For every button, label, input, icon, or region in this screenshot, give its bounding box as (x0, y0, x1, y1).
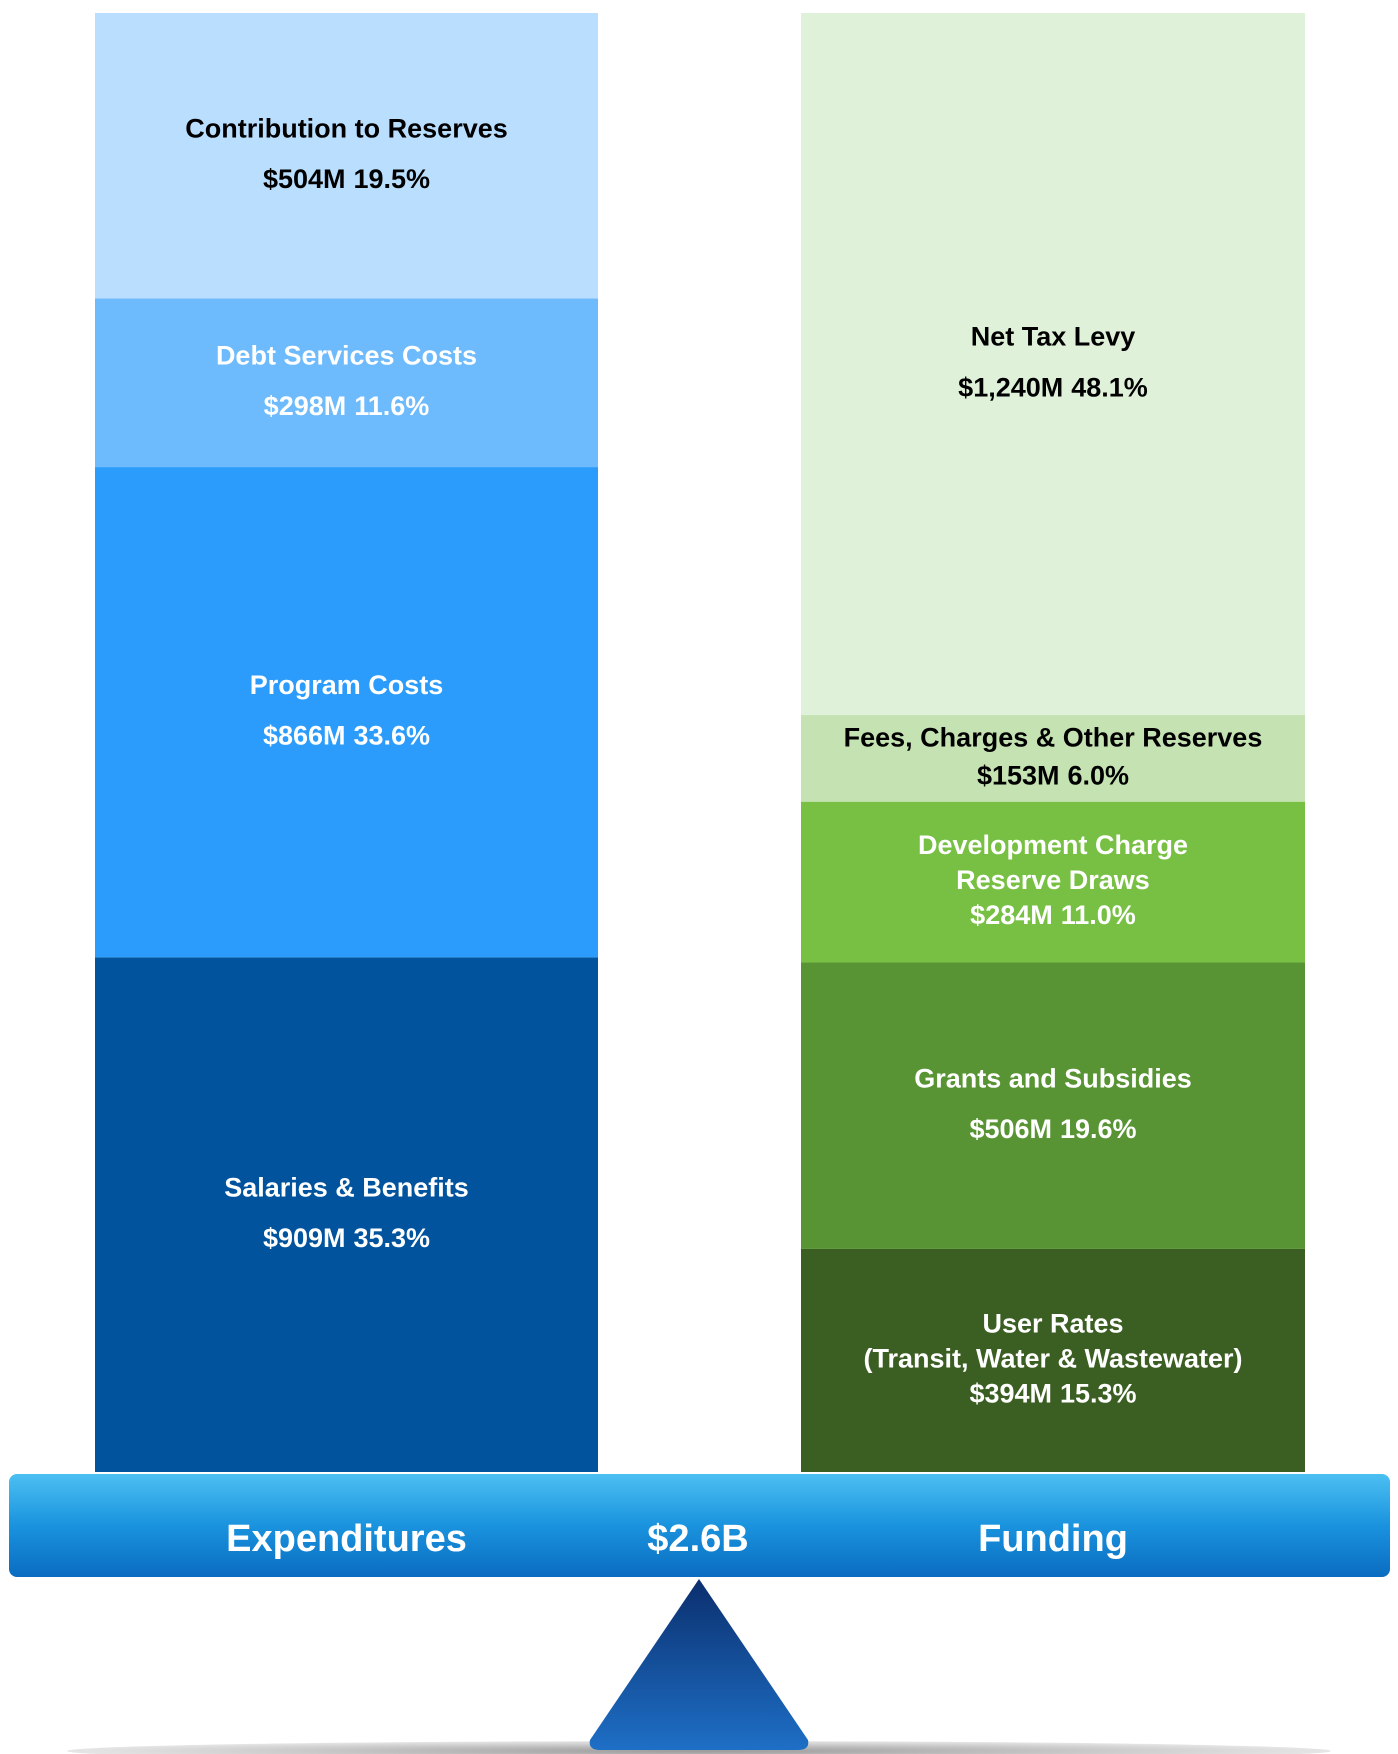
stack-label: Expenditures (226, 1518, 467, 1560)
bar-segment (95, 467, 598, 957)
percent-label: 11.0% (1061, 900, 1136, 930)
percent-label: 33.6% (354, 721, 431, 751)
segment-name: Development Charge (918, 830, 1188, 860)
segment-name: (Transit, Water & Wastewater) (863, 1344, 1242, 1374)
percent-label: 6.0% (1068, 760, 1130, 790)
segment-name: User Rates (982, 1309, 1123, 1339)
total-label: $2.6B (647, 1518, 748, 1560)
chart: Salaries & Benefits $909M 35.3% Program Cos… (0, 0, 1398, 1754)
segment-name: Salaries & Benefits (224, 1172, 469, 1202)
percent-label: 35.3% (354, 1223, 431, 1253)
percent-label: 19.6% (1060, 1114, 1137, 1144)
segment-name: Contribution to Reserves (185, 113, 508, 143)
segment-value: $1,240M 48.1% (958, 373, 1148, 403)
value-label: $909M (263, 1223, 346, 1253)
value-label: $866M (263, 721, 346, 751)
percent-label: 15.3% (1060, 1379, 1137, 1409)
segment-value: $153M 6.0% (977, 760, 1129, 790)
segment-name: Net Tax Levy (971, 322, 1136, 352)
value-label: $506M (969, 1114, 1052, 1144)
segment-name: Reserve Draws (956, 865, 1150, 895)
value-label: $284M (970, 900, 1053, 930)
segment-name: Program Costs (250, 670, 444, 700)
percent-label: 48.1% (1071, 373, 1148, 403)
bar-segment (95, 298, 598, 467)
value-label: $153M (977, 760, 1060, 790)
bar-segment (801, 13, 1305, 715)
percent-label: 11.6% (354, 391, 429, 421)
stack-label: Funding (978, 1518, 1128, 1560)
bar-segment (801, 962, 1305, 1248)
bars: Salaries & Benefits $909M 35.3% Program Cos… (95, 13, 1305, 1472)
bar-segment (95, 13, 598, 298)
value-label: $1,240M (958, 373, 1063, 403)
value-label: $394M (969, 1379, 1052, 1409)
fulcrum (590, 1579, 809, 1750)
segment-name: Grants and Subsidies (914, 1063, 1192, 1093)
percent-label: 19.5% (354, 164, 431, 194)
value-label: $504M (263, 164, 346, 194)
page: Salaries & Benefits $909M 35.3% Program Cos… (0, 0, 1398, 1754)
segment-name: Debt Services Costs (216, 340, 477, 370)
segment-name: Fees, Charges & Other Reserves (844, 722, 1263, 752)
bar-segment (95, 957, 598, 1472)
value-label: $298M (264, 391, 347, 421)
